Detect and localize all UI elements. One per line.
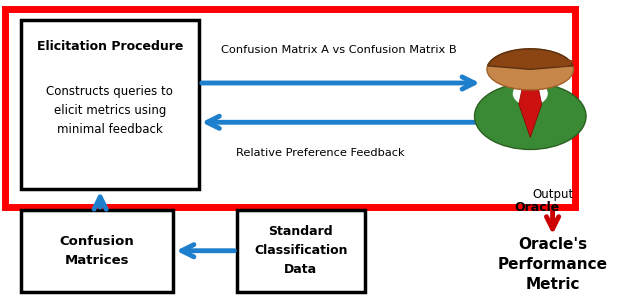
Text: Confusion
Matrices: Confusion Matrices (60, 235, 134, 267)
Wedge shape (553, 60, 574, 66)
Text: Constructs queries to
elicit metrics using
minimal feedback: Constructs queries to elicit metrics usi… (46, 85, 173, 136)
Circle shape (487, 49, 573, 90)
Text: Output: Output (532, 188, 573, 201)
Ellipse shape (513, 81, 548, 106)
FancyBboxPatch shape (20, 20, 199, 189)
Wedge shape (488, 49, 573, 70)
Polygon shape (519, 89, 541, 137)
Text: Confusion Matrix A vs Confusion Matrix B: Confusion Matrix A vs Confusion Matrix B (221, 45, 457, 55)
Text: Oracle: Oracle (514, 201, 559, 214)
Text: Standard
Classification
Data: Standard Classification Data (254, 225, 348, 276)
FancyBboxPatch shape (20, 210, 173, 292)
Text: Oracle's
Performance
Metric: Oracle's Performance Metric (497, 237, 607, 292)
Ellipse shape (474, 83, 586, 149)
Text: Elicitation Procedure: Elicitation Procedure (36, 40, 183, 53)
Text: Relative Preference Feedback: Relative Preference Feedback (236, 148, 404, 157)
FancyBboxPatch shape (237, 210, 365, 292)
